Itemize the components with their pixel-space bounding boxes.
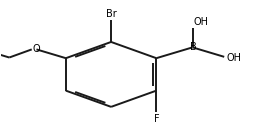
Text: B: B — [190, 42, 197, 52]
Text: OH: OH — [226, 52, 241, 63]
Text: OH: OH — [194, 17, 209, 27]
Text: O: O — [33, 44, 40, 54]
Text: Br: Br — [106, 9, 116, 19]
Text: F: F — [154, 114, 159, 124]
